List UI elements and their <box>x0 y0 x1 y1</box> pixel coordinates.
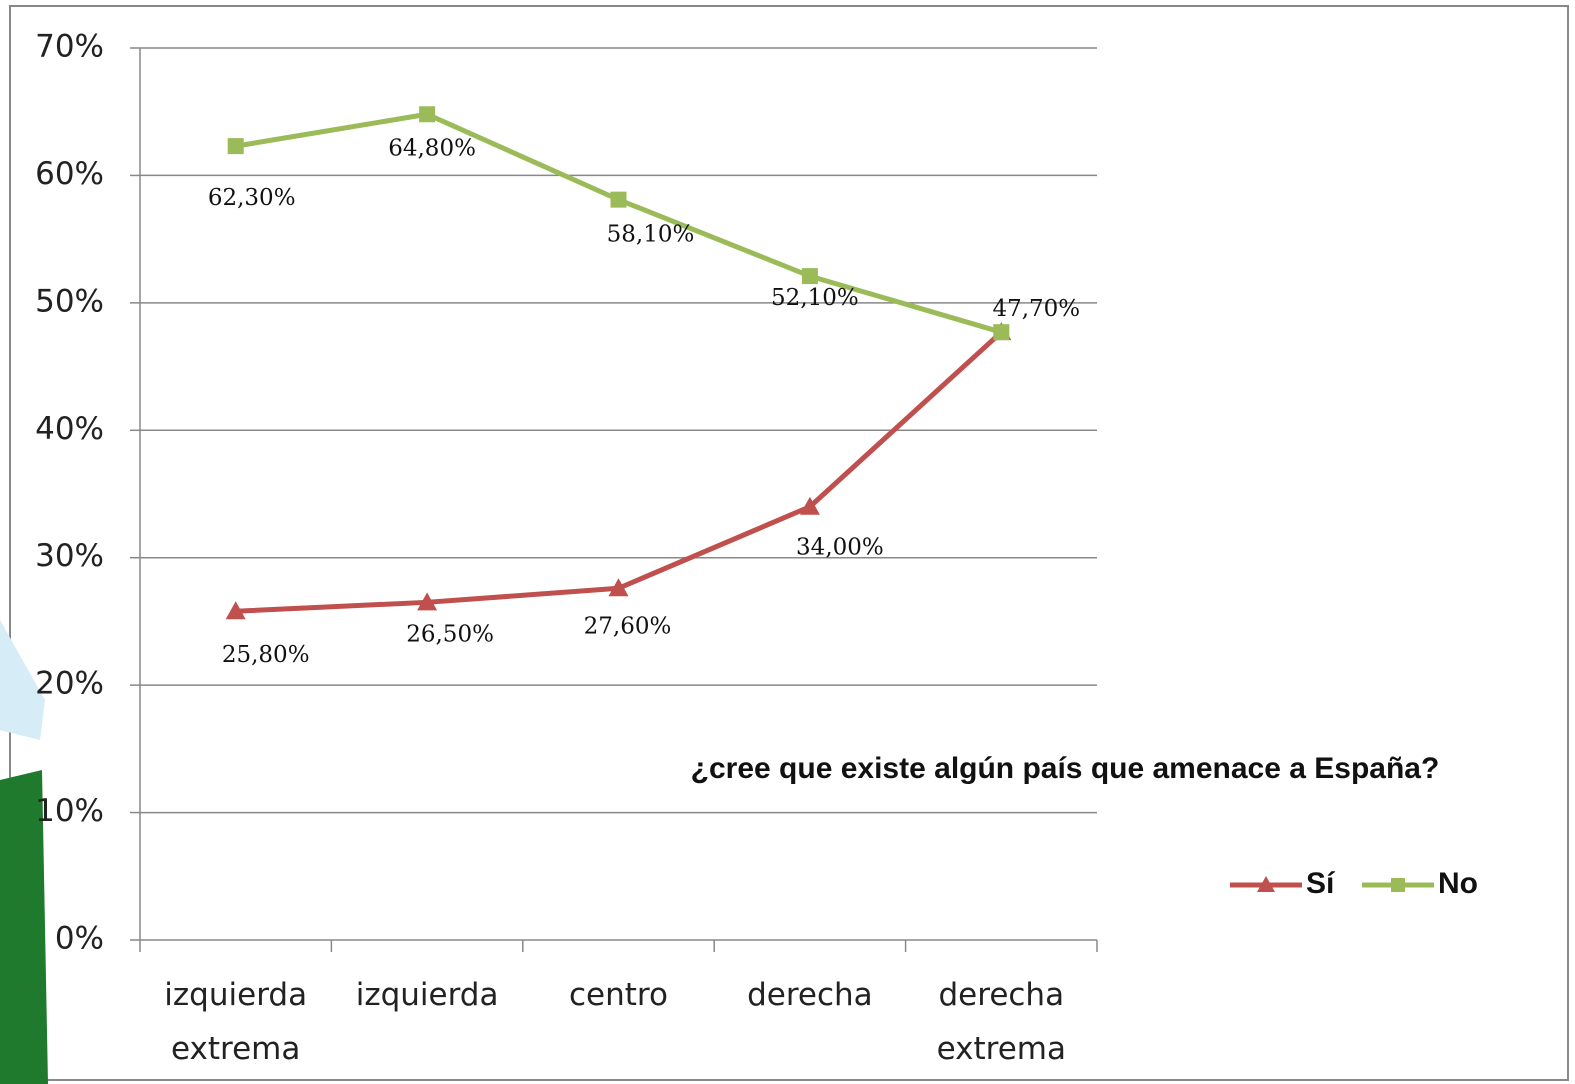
data-label: 34,00% <box>796 535 884 561</box>
legend-label: Sí <box>1306 867 1336 900</box>
x-tick-label: derecha <box>747 977 873 1013</box>
data-label: 62,30% <box>208 185 296 211</box>
x-tick-label: centro <box>569 977 668 1013</box>
data-label: 27,60% <box>584 613 672 639</box>
marker <box>227 138 244 155</box>
marker <box>801 268 818 285</box>
data-label: 52,10% <box>771 285 859 311</box>
line <box>235 330 1003 614</box>
annotation: ¿cree que existe algún país que amenace … <box>691 752 1440 785</box>
x-tick-label: izquierda <box>355 977 499 1013</box>
y-tick-label: 50% <box>35 283 104 319</box>
marker <box>417 592 438 611</box>
marker <box>610 191 627 208</box>
y-tick-label: 10% <box>35 793 104 829</box>
decoration <box>0 770 48 1084</box>
y-tick-label: 60% <box>35 156 104 192</box>
data-label: 58,10% <box>607 222 695 248</box>
legend-label: No <box>1438 867 1478 900</box>
y-tick-label: 70% <box>35 29 104 65</box>
data-label: 64,80% <box>388 135 476 161</box>
marker <box>608 578 629 597</box>
y-tick-label: 20% <box>35 666 104 702</box>
legend-marker <box>1257 876 1275 892</box>
legend-marker <box>1391 878 1405 892</box>
y-tick-label: 30% <box>35 538 104 574</box>
y-tick-label: 40% <box>35 411 104 447</box>
marker <box>799 496 820 515</box>
frame <box>9 5 1569 1081</box>
marker <box>225 601 246 620</box>
data-label: 25,80% <box>222 642 310 668</box>
data-label: 26,50% <box>406 621 494 647</box>
x-tick-label: izquierda extrema <box>164 977 308 1067</box>
y-tick-label: 0% <box>55 921 104 957</box>
marker <box>419 106 436 123</box>
x-tick-label: derecha extrema <box>936 977 1066 1067</box>
data-label: 47,70% <box>992 296 1080 322</box>
marker <box>993 324 1010 341</box>
decoration <box>0 620 45 740</box>
